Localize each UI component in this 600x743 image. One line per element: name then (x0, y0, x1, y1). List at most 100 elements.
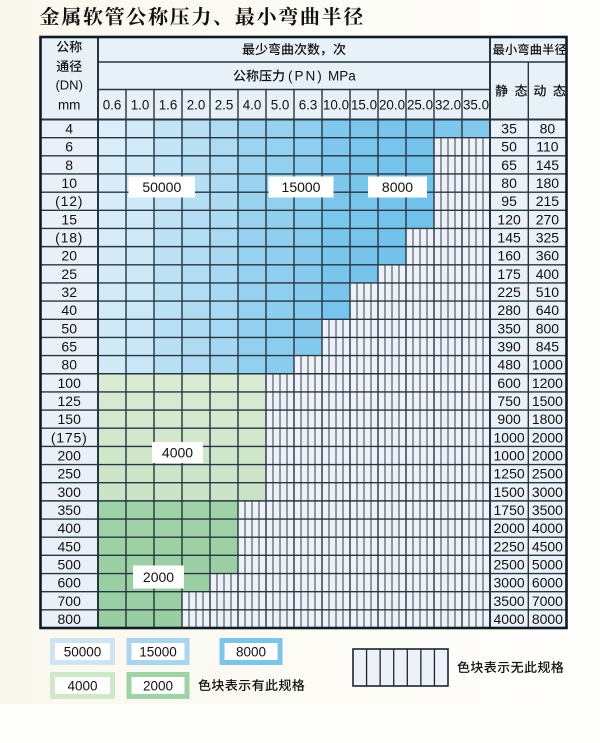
svg-text:1.0: 1.0 (131, 98, 150, 113)
svg-text:325: 325 (536, 230, 560, 246)
svg-text:8000: 8000 (382, 179, 413, 195)
svg-text:2000: 2000 (143, 679, 173, 694)
svg-text:(DN): (DN) (55, 78, 82, 93)
svg-text:500: 500 (58, 556, 82, 572)
svg-text:1.6: 1.6 (159, 98, 178, 113)
svg-text:180: 180 (536, 175, 560, 191)
svg-text:2.5: 2.5 (215, 98, 234, 113)
svg-text:3000: 3000 (494, 575, 525, 591)
svg-text:5.0: 5.0 (271, 98, 290, 113)
svg-text:125: 125 (58, 393, 82, 409)
svg-text:1200: 1200 (532, 375, 563, 391)
svg-text:145: 145 (536, 157, 560, 173)
svg-text:2.0: 2.0 (187, 98, 206, 113)
svg-text:400: 400 (536, 266, 560, 282)
svg-text:1500: 1500 (532, 393, 563, 409)
svg-text:10.0: 10.0 (323, 98, 349, 113)
svg-text:2000: 2000 (494, 520, 525, 536)
svg-text:50: 50 (501, 139, 517, 155)
svg-text:1750: 1750 (494, 502, 525, 518)
svg-text:25: 25 (61, 266, 77, 282)
svg-text:2000: 2000 (143, 569, 174, 585)
svg-text:2500: 2500 (494, 556, 525, 572)
svg-text:50000: 50000 (142, 179, 181, 195)
svg-text:4000: 4000 (532, 520, 563, 536)
svg-text:6000: 6000 (532, 575, 563, 591)
svg-text:35.0: 35.0 (463, 98, 489, 113)
svg-text:20: 20 (61, 248, 77, 264)
svg-text:600: 600 (58, 575, 82, 591)
svg-text:175: 175 (497, 266, 521, 282)
svg-text:1000: 1000 (494, 448, 525, 464)
svg-text:700: 700 (58, 593, 82, 609)
svg-text:1000: 1000 (494, 429, 525, 445)
svg-text:8000: 8000 (236, 645, 266, 660)
svg-text:(18): (18) (55, 230, 83, 246)
svg-text:0.6: 0.6 (103, 98, 122, 113)
svg-text:390: 390 (497, 339, 521, 355)
svg-text:2000: 2000 (532, 429, 563, 445)
svg-text:MPa: MPa (328, 69, 356, 84)
svg-text:800: 800 (536, 320, 560, 336)
svg-text:32.0: 32.0 (435, 98, 461, 113)
svg-text:450: 450 (58, 538, 82, 554)
svg-text:120: 120 (497, 211, 521, 227)
svg-text:270: 270 (536, 211, 560, 227)
svg-text:15: 15 (61, 211, 77, 227)
svg-text:4000: 4000 (494, 611, 525, 627)
svg-text:3000: 3000 (532, 484, 563, 500)
svg-text:600: 600 (497, 375, 521, 391)
svg-text:400: 400 (58, 520, 82, 536)
svg-text:900: 900 (497, 411, 521, 427)
svg-text:510: 510 (536, 284, 560, 300)
svg-text:65: 65 (501, 157, 517, 173)
svg-text:80: 80 (501, 175, 517, 191)
svg-text:95: 95 (501, 193, 517, 209)
svg-text:1000: 1000 (532, 357, 563, 373)
svg-text:800: 800 (58, 611, 82, 627)
svg-text:1800: 1800 (532, 411, 563, 427)
svg-text:15.0: 15.0 (351, 98, 377, 113)
svg-text:32: 32 (61, 284, 77, 300)
svg-text:4: 4 (65, 121, 73, 137)
svg-text:(175): (175) (51, 429, 88, 445)
svg-text:200: 200 (58, 448, 82, 464)
svg-text:8000: 8000 (532, 611, 563, 627)
svg-text:110: 110 (536, 139, 559, 155)
svg-text:2500: 2500 (532, 466, 563, 482)
svg-text:4000: 4000 (67, 679, 97, 694)
svg-text:7000: 7000 (532, 593, 563, 609)
svg-text:40: 40 (61, 302, 77, 318)
svg-text:225: 225 (497, 284, 521, 300)
svg-text:4500: 4500 (532, 538, 563, 554)
svg-text:8: 8 (65, 157, 73, 173)
svg-text:480: 480 (497, 357, 521, 373)
svg-text:80: 80 (61, 357, 77, 373)
svg-text:20.0: 20.0 (379, 98, 405, 113)
svg-text:65: 65 (61, 339, 77, 355)
svg-text:10: 10 (61, 175, 77, 191)
svg-text:145: 145 (497, 230, 521, 246)
svg-text:50000: 50000 (64, 645, 102, 660)
svg-text:(12): (12) (55, 193, 83, 209)
svg-text:350: 350 (58, 502, 82, 518)
svg-text:15000: 15000 (282, 179, 321, 195)
svg-text:35: 35 (501, 121, 517, 137)
svg-text:350: 350 (497, 320, 521, 336)
svg-text:1250: 1250 (494, 466, 525, 482)
svg-text:5000: 5000 (532, 556, 563, 572)
svg-text:750: 750 (497, 393, 521, 409)
svg-text:100: 100 (58, 375, 82, 391)
svg-text:25.0: 25.0 (407, 98, 433, 113)
svg-text:2000: 2000 (532, 448, 563, 464)
svg-text:50: 50 (61, 320, 77, 336)
svg-text:4.0: 4.0 (243, 98, 262, 113)
svg-text:160: 160 (497, 248, 521, 264)
svg-text:6.3: 6.3 (299, 98, 318, 113)
svg-text:845: 845 (536, 339, 560, 355)
svg-text:215: 215 (536, 193, 560, 209)
svg-text:1500: 1500 (494, 484, 525, 500)
svg-text:280: 280 (497, 302, 521, 318)
svg-text:3500: 3500 (532, 502, 563, 518)
svg-text:3500: 3500 (494, 593, 525, 609)
